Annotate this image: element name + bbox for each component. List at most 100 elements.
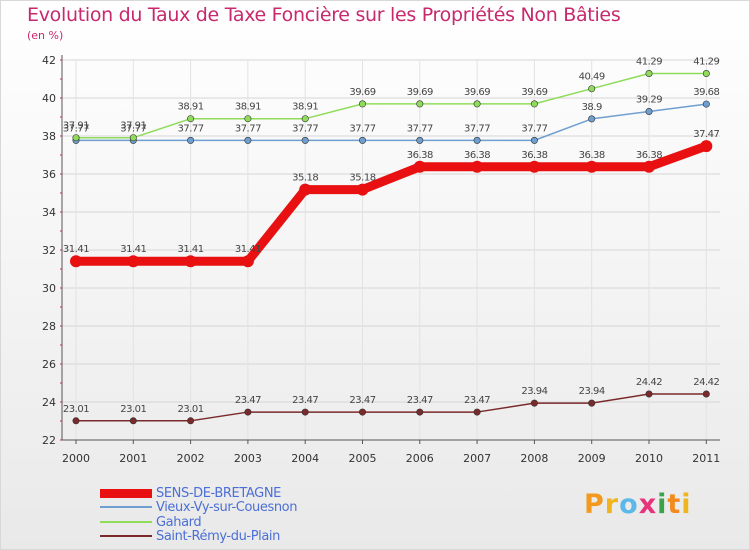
data-point bbox=[299, 183, 312, 196]
logo-letter: t bbox=[667, 489, 682, 520]
data-point bbox=[358, 136, 366, 144]
series-line-sens-de-bretagne bbox=[71, 141, 711, 266]
data-point bbox=[129, 134, 137, 142]
legend-swatch bbox=[100, 535, 152, 537]
data-label: 23.47 bbox=[235, 395, 261, 406]
data-label: 23.47 bbox=[407, 395, 433, 406]
data-point bbox=[187, 115, 195, 123]
data-label: 37.77 bbox=[407, 123, 433, 134]
data-label: 40.49 bbox=[579, 72, 605, 83]
data-point bbox=[187, 417, 195, 425]
data-point bbox=[416, 408, 424, 416]
data-label: 37.77 bbox=[464, 123, 490, 134]
data-label: 36.38 bbox=[636, 150, 662, 161]
data-label: 31.41 bbox=[63, 244, 89, 255]
series-line-vieux-vy-sur-couesnon bbox=[75, 103, 708, 142]
data-label: 23.47 bbox=[292, 395, 318, 406]
data-label: 37.77 bbox=[349, 123, 375, 134]
data-label: 31.41 bbox=[178, 244, 204, 255]
data-point bbox=[530, 399, 538, 407]
unit-label: (en %) bbox=[27, 29, 64, 42]
legend-label: Gahard bbox=[156, 514, 202, 530]
data-point bbox=[473, 408, 481, 416]
data-point bbox=[702, 69, 710, 77]
data-label: 39.69 bbox=[521, 87, 547, 98]
data-label: 37.77 bbox=[178, 123, 204, 134]
legend-item-vieux-vy-sur-couesnon: Vieux-Vy-sur-Couesnon bbox=[100, 499, 297, 515]
y-tick-label: 34 bbox=[42, 206, 56, 219]
data-label: 37.77 bbox=[521, 123, 547, 134]
data-point bbox=[244, 408, 252, 416]
data-point bbox=[645, 69, 653, 77]
legend-swatch bbox=[100, 488, 152, 498]
data-label: 31.41 bbox=[120, 244, 146, 255]
data-point bbox=[473, 100, 481, 108]
data-point bbox=[416, 136, 424, 144]
data-label: 31.41 bbox=[235, 244, 261, 255]
data-label: 39.68 bbox=[693, 87, 719, 98]
series-line-gahard bbox=[75, 72, 708, 139]
data-point bbox=[700, 140, 713, 153]
data-label: 37.77 bbox=[120, 123, 146, 134]
data-point bbox=[643, 160, 655, 173]
x-tick-label: 2011 bbox=[692, 452, 720, 465]
data-label: 36.38 bbox=[464, 150, 490, 161]
data-label: 23.47 bbox=[464, 395, 490, 406]
y-tick-label: 28 bbox=[42, 320, 56, 333]
x-tick-label: 2000 bbox=[62, 452, 90, 465]
data-label: 36.38 bbox=[407, 150, 433, 161]
data-label: 35.18 bbox=[292, 173, 318, 184]
data-point bbox=[588, 85, 596, 93]
y-tick-label: 42 bbox=[42, 54, 56, 67]
y-tick-label: 22 bbox=[42, 434, 56, 447]
x-tick-label: 2001 bbox=[119, 452, 147, 465]
x-tick-label: 2010 bbox=[635, 452, 663, 465]
y-tick-label: 38 bbox=[42, 130, 56, 143]
data-label: 37.91 bbox=[120, 121, 146, 132]
data-point bbox=[184, 255, 197, 268]
x-tick-label: 2009 bbox=[578, 452, 606, 465]
proxiti-logo: Proxiti bbox=[584, 489, 692, 520]
logo-letter: x bbox=[638, 489, 658, 520]
data-point bbox=[471, 160, 484, 173]
x-tick-label: 2006 bbox=[406, 452, 434, 465]
data-point bbox=[72, 134, 80, 142]
data-label: 39.69 bbox=[464, 87, 490, 98]
x-tick-label: 2005 bbox=[349, 452, 377, 465]
data-point bbox=[356, 183, 369, 196]
legend-label: SENS-DE-BRETAGNE bbox=[156, 485, 281, 501]
data-label: 39.29 bbox=[636, 94, 662, 105]
data-point bbox=[473, 136, 481, 144]
data-point bbox=[244, 115, 252, 123]
data-point bbox=[301, 136, 309, 144]
data-label: 38.91 bbox=[235, 102, 261, 113]
data-label: 38.9 bbox=[582, 102, 602, 113]
data-point bbox=[358, 408, 366, 416]
legend-item-saint-remy-du-plain: Saint-Rémy-du-Plain bbox=[100, 528, 280, 544]
data-label: 23.47 bbox=[349, 395, 375, 406]
x-tick-label: 2003 bbox=[234, 452, 262, 465]
legend-item-gahard: Gahard bbox=[100, 514, 202, 530]
data-point bbox=[530, 100, 538, 108]
data-point bbox=[301, 408, 309, 416]
data-point bbox=[645, 107, 653, 115]
data-point bbox=[72, 417, 80, 425]
data-point bbox=[588, 399, 596, 407]
legend-label: Vieux-Vy-sur-Couesnon bbox=[156, 499, 298, 515]
legend-item-sens-de-bretagne: SENS-DE-BRETAGNE bbox=[100, 485, 281, 501]
data-label: 37.91 bbox=[63, 121, 89, 132]
y-tick-label: 36 bbox=[42, 168, 56, 181]
x-tick-label: 2004 bbox=[291, 452, 319, 465]
data-label: 24.42 bbox=[636, 377, 662, 388]
data-point bbox=[358, 100, 366, 108]
logo-letter: P bbox=[584, 489, 605, 520]
logo-letter: r bbox=[604, 489, 620, 520]
y-tick-label: 24 bbox=[42, 396, 56, 409]
series-line-saint-rémy-du-plain bbox=[75, 393, 708, 422]
data-point bbox=[244, 136, 252, 144]
data-point bbox=[301, 115, 309, 123]
data-point bbox=[645, 390, 653, 398]
data-label: 39.69 bbox=[349, 87, 375, 98]
